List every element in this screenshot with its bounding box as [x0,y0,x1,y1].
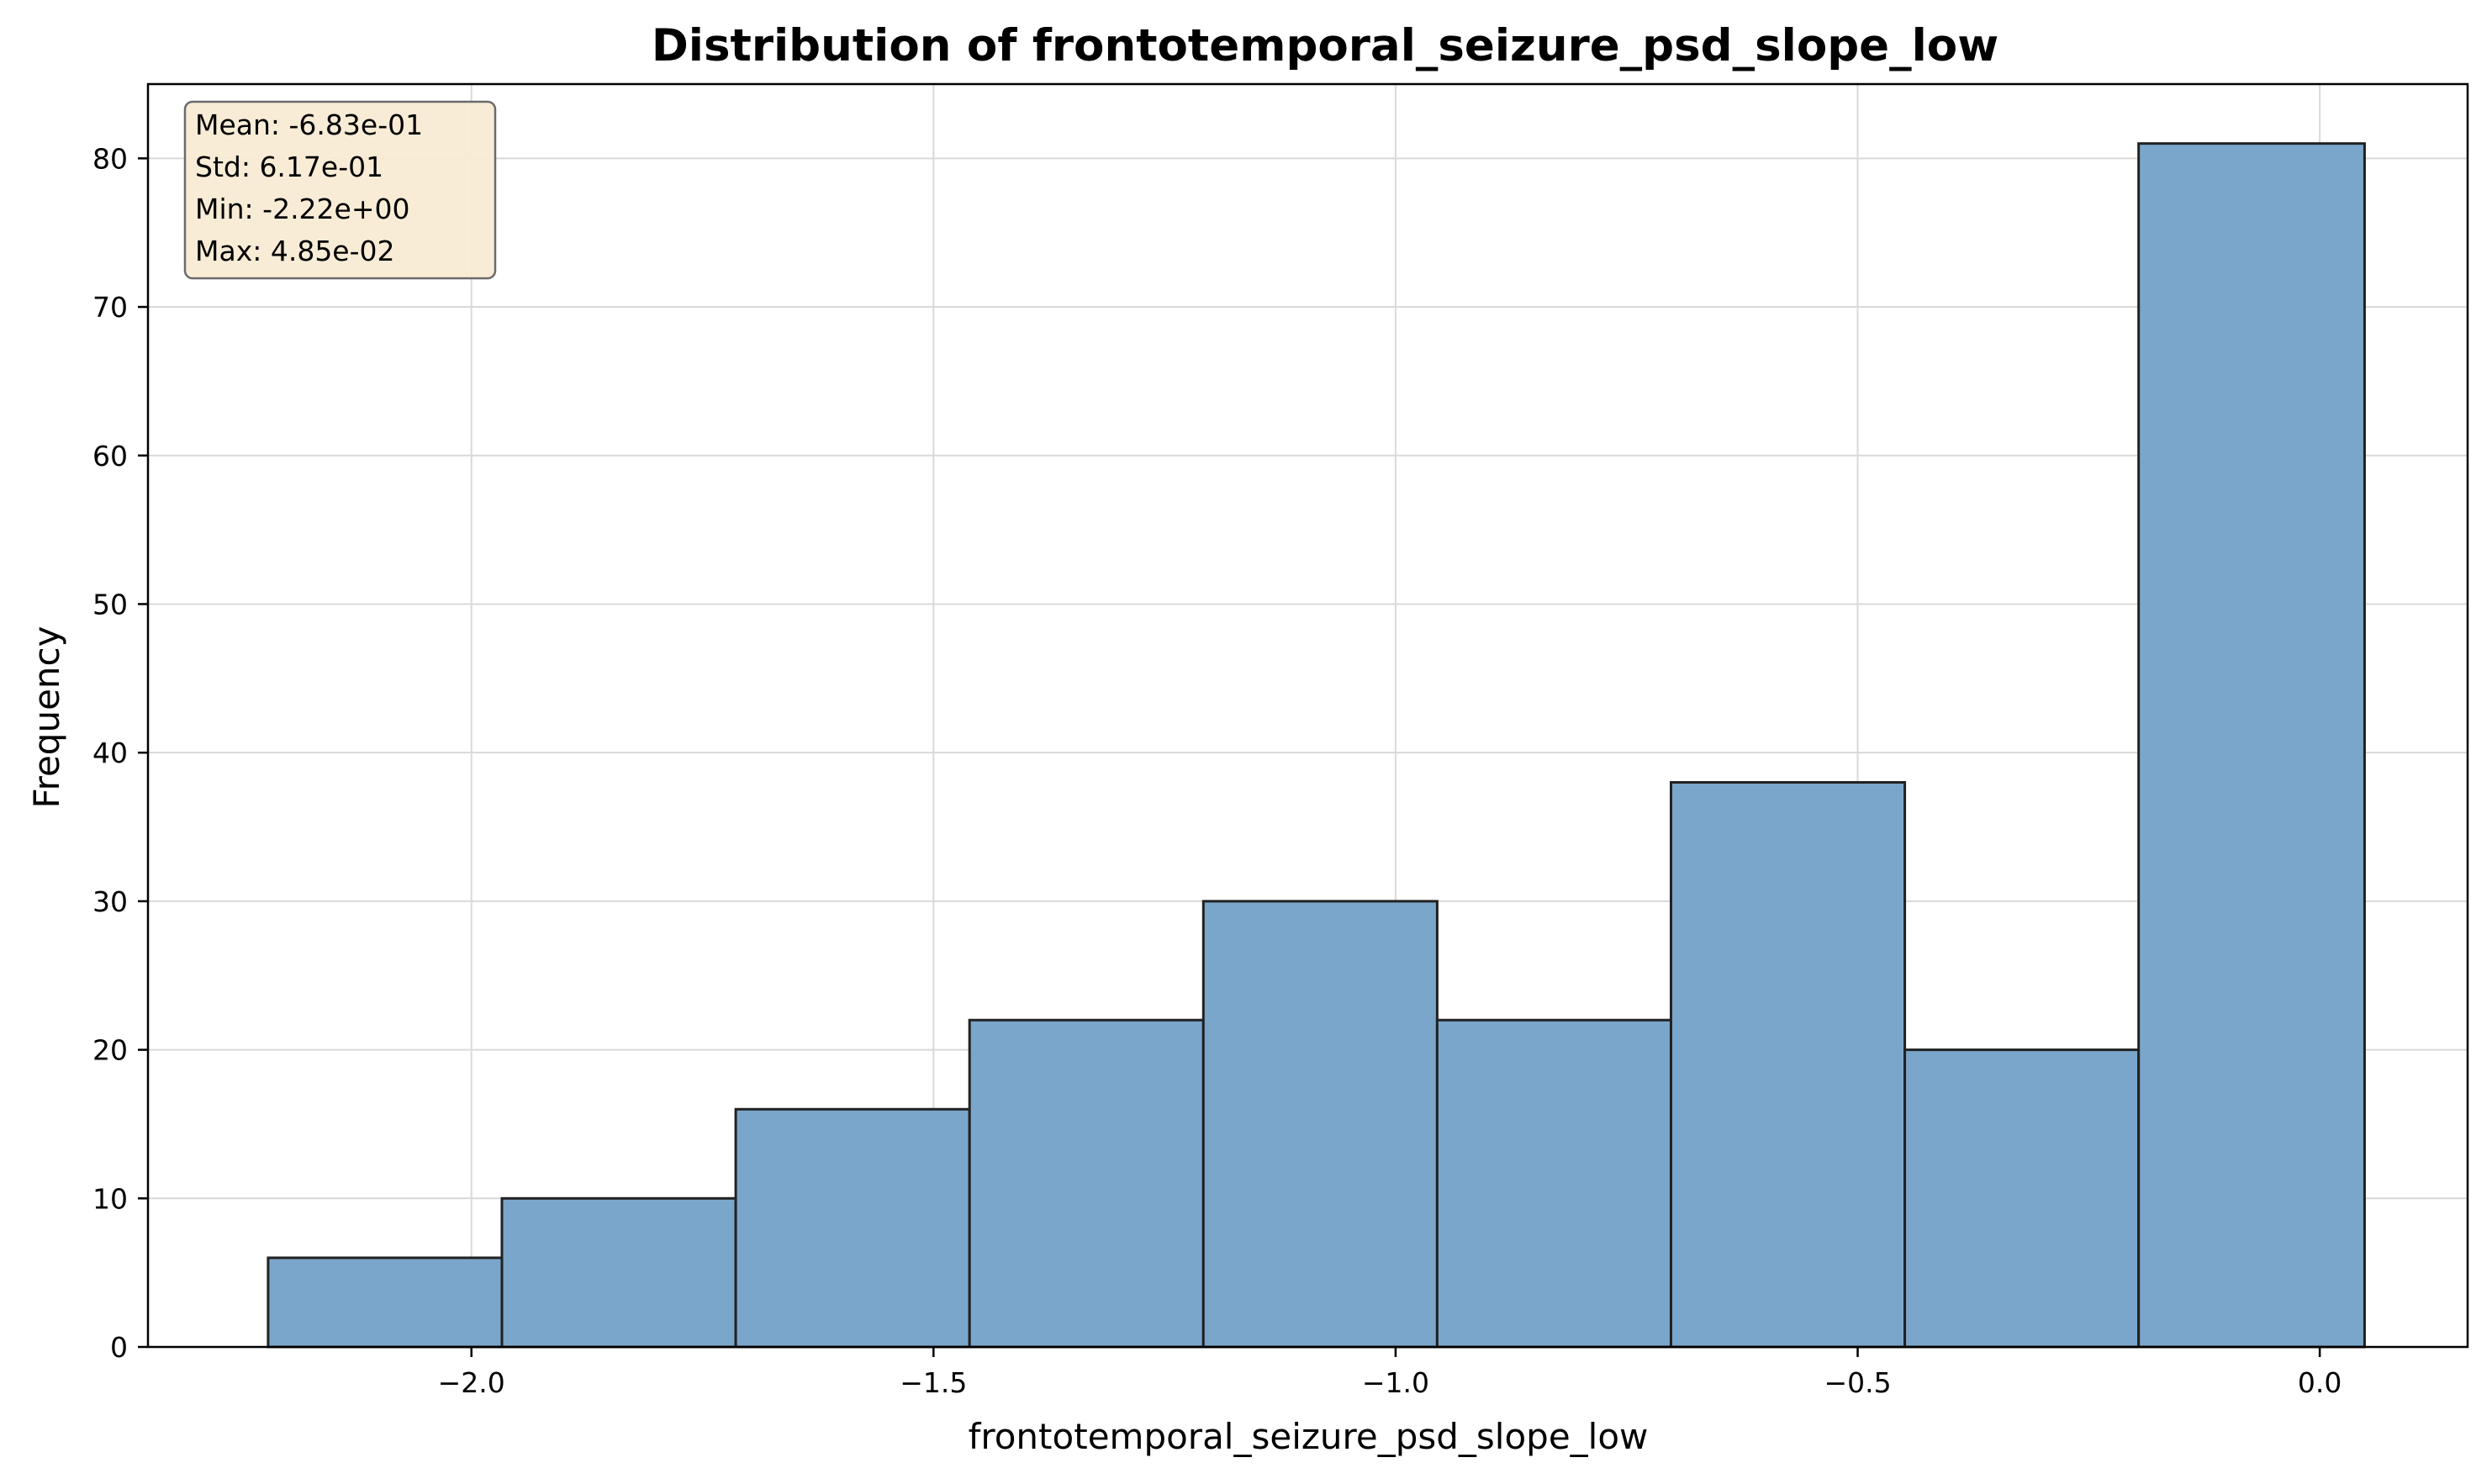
histogram-bar [734,1107,971,1349]
chart-title: Distribution of frontotemporal_seizure_p… [652,20,1998,71]
stats-min: Min: -2.22e+00 [195,193,410,225]
histogram-bar [267,1256,504,1349]
stats-std: Std: 6.17e-01 [195,151,383,183]
x-tick-label: −1.5 [900,1366,967,1399]
histogram-bar [1435,1018,1672,1349]
x-axis-ticks: −2.0 −1.5 −1.0 −0.5 0.0 [438,1347,2342,1399]
stats-box: Mean: -6.83e-01 Std: 6.17e-01 Min: -2.22… [183,100,497,280]
plot-frame [146,82,2469,1349]
y-tick-label: 50 [92,588,128,621]
x-tick-label: −0.5 [1824,1366,1891,1399]
histogram-bar [1201,900,1439,1349]
histogram-bar [968,1018,1205,1349]
histogram-bar [2137,142,2366,1349]
x-tick-label: 0.0 [2298,1366,2342,1399]
x-tick-label: −2.0 [438,1366,505,1399]
grid-lines [148,84,2468,1348]
y-tick-label: 80 [92,142,128,175]
histogram-bar [1903,1048,2141,1349]
y-tick-label: 40 [92,737,128,769]
y-tick-label: 30 [92,885,128,918]
x-tick-label: −1.0 [1362,1366,1429,1399]
y-axis-label: Frequency [26,626,67,809]
y-tick-label: 70 [92,291,128,324]
stats-box-background [183,100,497,280]
y-tick-label: 60 [92,440,128,473]
x-axis-label: frontotemporal_seizure_psd_slope_low [969,1416,1649,1457]
stats-mean: Mean: -6.83e-01 [195,108,423,141]
stats-max: Max: 4.85e-02 [195,235,395,267]
y-tick-label: 10 [92,1182,128,1215]
y-tick-label: 20 [92,1034,128,1067]
histogram-bars [267,142,2366,1349]
y-tick-label: 0 [110,1331,128,1364]
histogram-bar [500,1196,737,1349]
y-axis-ticks: 0 10 20 30 40 50 60 70 80 [92,142,148,1364]
histogram-bar [1669,781,1907,1349]
